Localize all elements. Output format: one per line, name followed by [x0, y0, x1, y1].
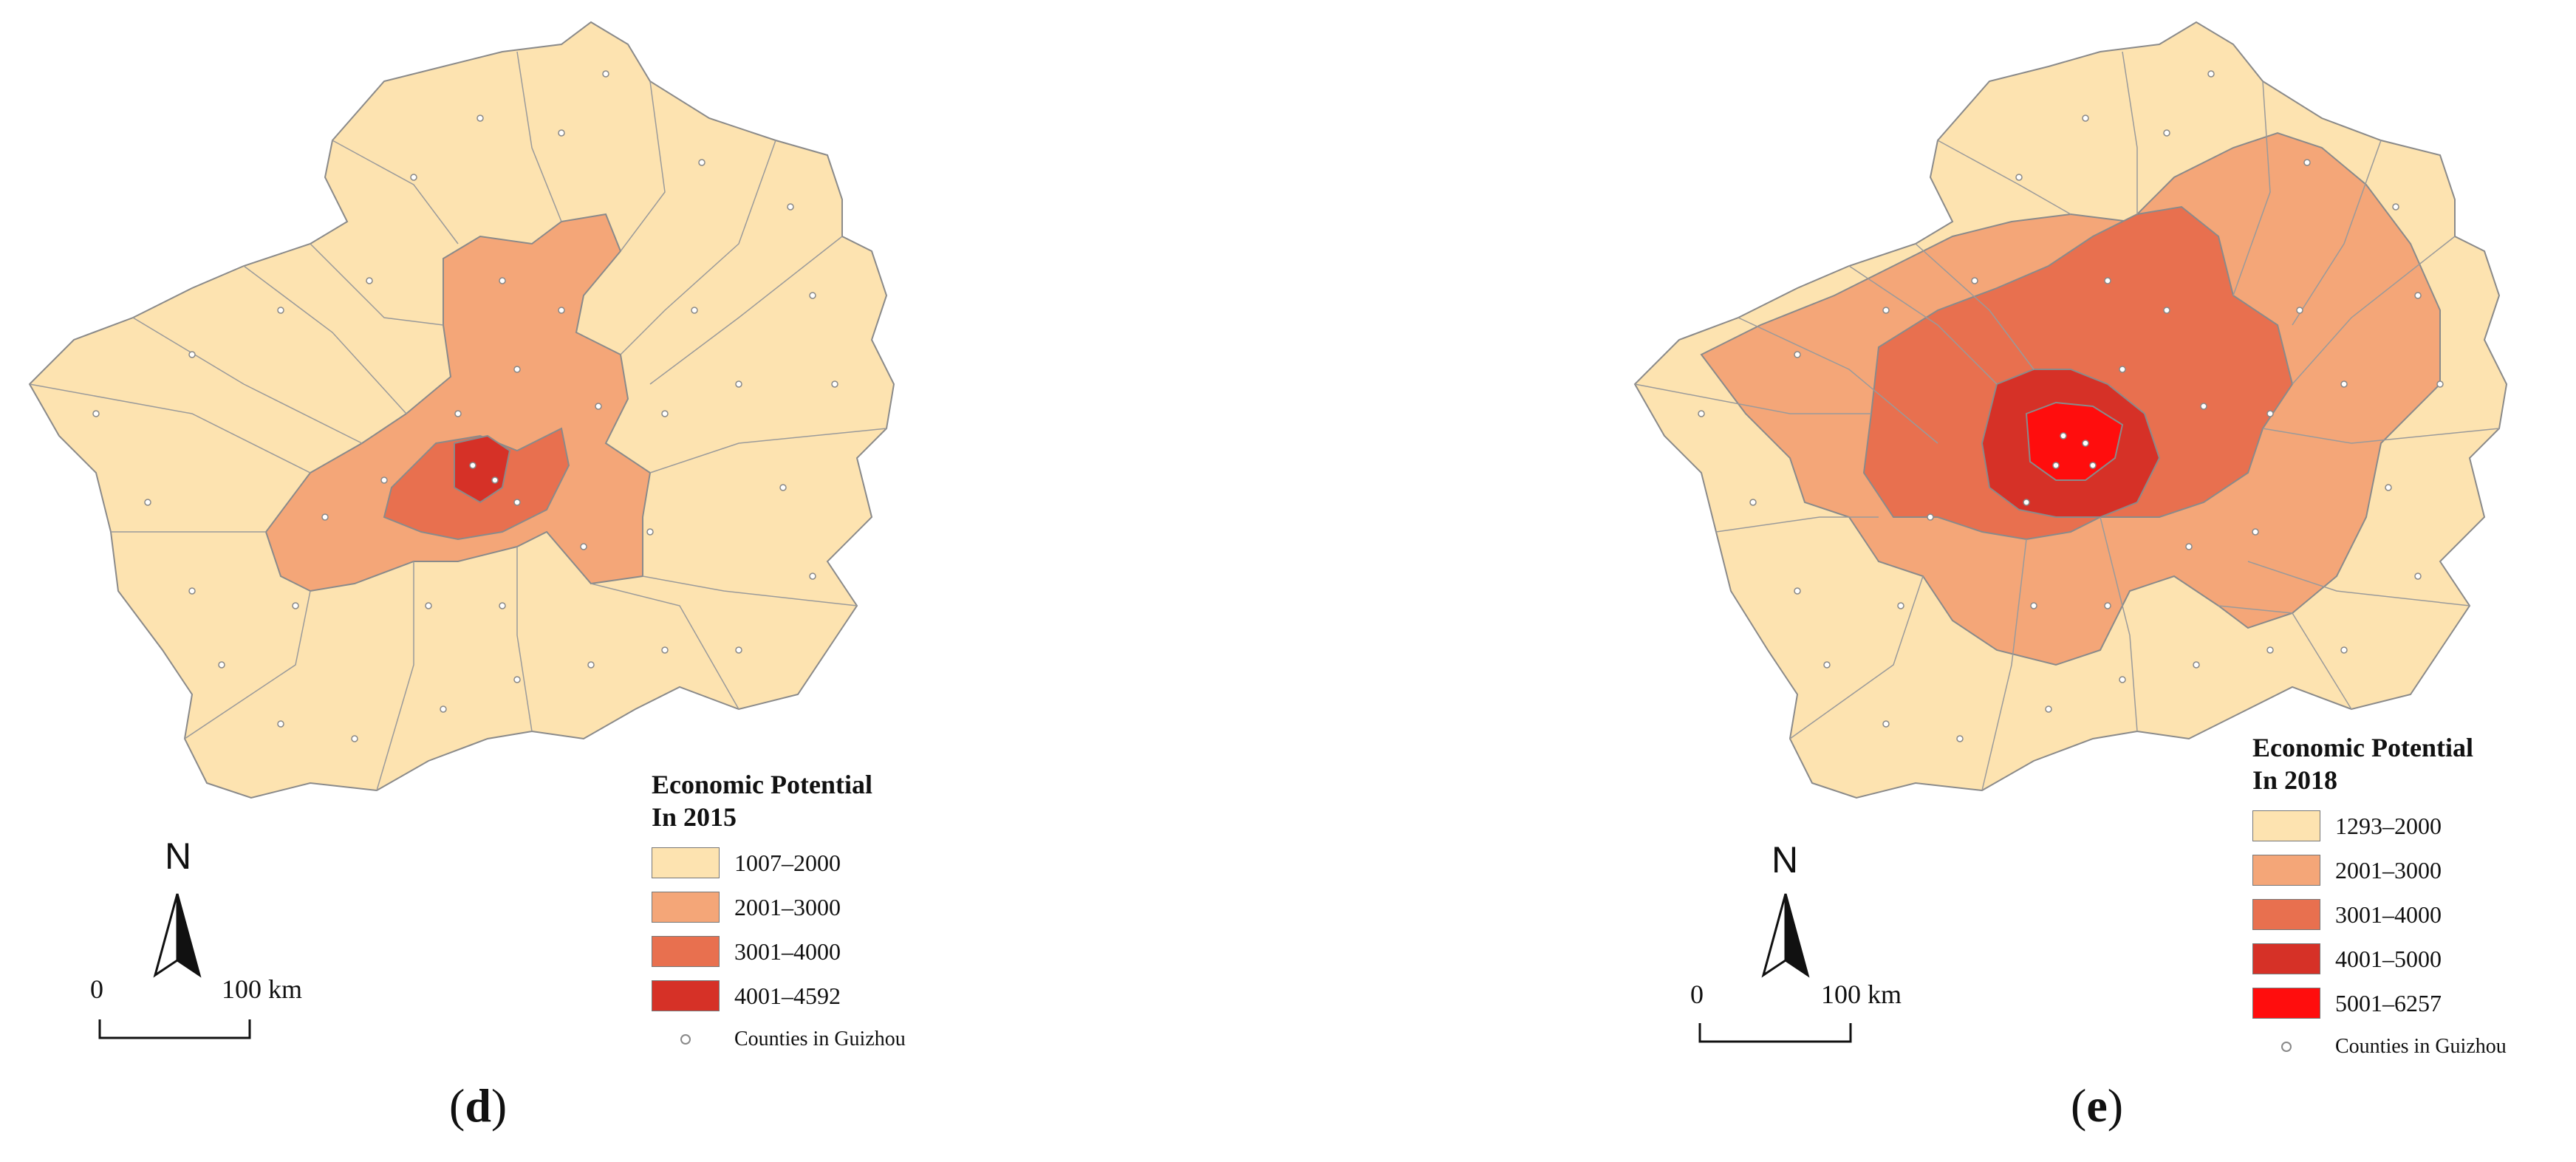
north-arrow-icon: [1761, 893, 1810, 978]
legend-title-line1: Economic Potential: [2252, 733, 2473, 762]
scale-zero: 0: [90, 974, 103, 1004]
north-label: N: [165, 835, 192, 877]
county-seats: [1698, 70, 2444, 742]
legend-2018: Economic Potential In 2018 1293–2000 200…: [2252, 731, 2507, 1064]
scale-bar: [98, 1019, 251, 1039]
legend-2015: Economic Potential In 2015 1007–2000 200…: [652, 768, 906, 1056]
legend-title-line1: Economic Potential: [652, 770, 872, 799]
legend-counties: Counties in Guizhou: [652, 1022, 906, 1056]
legend-title-line2: In 2018: [2252, 765, 2338, 795]
county-boundaries: [1634, 51, 2500, 791]
legend-counties: Counties in Guizhou: [2252, 1030, 2507, 1064]
legend-class-2: 2001–3000: [2252, 848, 2507, 892]
scale-distance: 100 km: [222, 974, 303, 1004]
legend-swatch: [652, 892, 720, 923]
legend-title-line2: In 2015: [652, 802, 737, 832]
legend-class-label: 4001–4592: [734, 982, 841, 1009]
label-letter: d: [465, 1079, 491, 1132]
legend-swatch: [2252, 855, 2320, 886]
legend-class-4: 4001–5000: [2252, 937, 2507, 981]
county-label: Counties in Guizhou: [734, 1028, 906, 1050]
legend-class-label: 3001–4000: [2335, 900, 2442, 928]
county-seats: [92, 70, 838, 742]
north-label: N: [1772, 839, 1799, 881]
legend-class-3: 3001–4000: [652, 929, 906, 974]
panel-label-d: (d): [449, 1079, 507, 1133]
county-boundaries: [29, 51, 887, 791]
legend-class-3: 3001–4000: [2252, 892, 2507, 937]
legend-class-label: 4001–5000: [2335, 945, 2442, 972]
scale-distance: 100 km: [1821, 980, 1902, 1009]
label-close: ): [2107, 1079, 2124, 1132]
legend-class-4: 4001–4592: [652, 974, 906, 1018]
label-open: (: [2071, 1079, 2087, 1132]
legend-swatch: [2252, 943, 2320, 974]
scale-bar: [1698, 1023, 1852, 1043]
county-dot-icon: [2252, 1042, 2320, 1052]
legend-class-label: 1293–2000: [2335, 812, 2442, 839]
legend-swatch: [652, 980, 720, 1011]
legend-class-1: 1007–2000: [652, 841, 906, 885]
legend-class-1: 1293–2000: [2252, 804, 2507, 848]
zone-5001-6257: [2025, 401, 2124, 481]
legend-swatch: [2252, 899, 2320, 930]
map-panel-2015: N 0 100 km Economic Potential In 2015 10…: [28, 21, 906, 1133]
guizhou-map-2018: [1633, 21, 2508, 1043]
county-label: Counties in Guizhou: [2335, 1035, 2507, 1058]
legend-swatch: [2252, 810, 2320, 841]
north-arrow-icon: [153, 893, 202, 978]
legend-class-label: 1007–2000: [734, 849, 841, 876]
legend-class-label: 5001–6257: [2335, 989, 2442, 1016]
legend-class-2: 2001–3000: [652, 885, 906, 929]
legend-swatch: [652, 847, 720, 878]
scale-zero: 0: [1690, 980, 1704, 1009]
legend-swatch: [2252, 988, 2320, 1019]
guizhou-map-2015: [28, 21, 895, 1039]
county-dot-icon: [652, 1034, 720, 1045]
panel-label-e: (e): [2071, 1079, 2123, 1133]
legend-class-label: 2001–3000: [2335, 856, 2442, 884]
legend-swatch: [652, 936, 720, 967]
map-panel-2018: N 0 100 km Economic Potential In 2018 12…: [1288, 0, 2576, 1162]
legend-class-label: 3001–4000: [734, 937, 841, 965]
label-letter: e: [2086, 1079, 2108, 1132]
label-open: (: [449, 1079, 465, 1132]
legend-class-5: 5001–6257: [2252, 981, 2507, 1025]
label-close: ): [491, 1079, 508, 1132]
zone-4001-4592: [454, 434, 511, 504]
legend-class-label: 2001–3000: [734, 893, 841, 920]
